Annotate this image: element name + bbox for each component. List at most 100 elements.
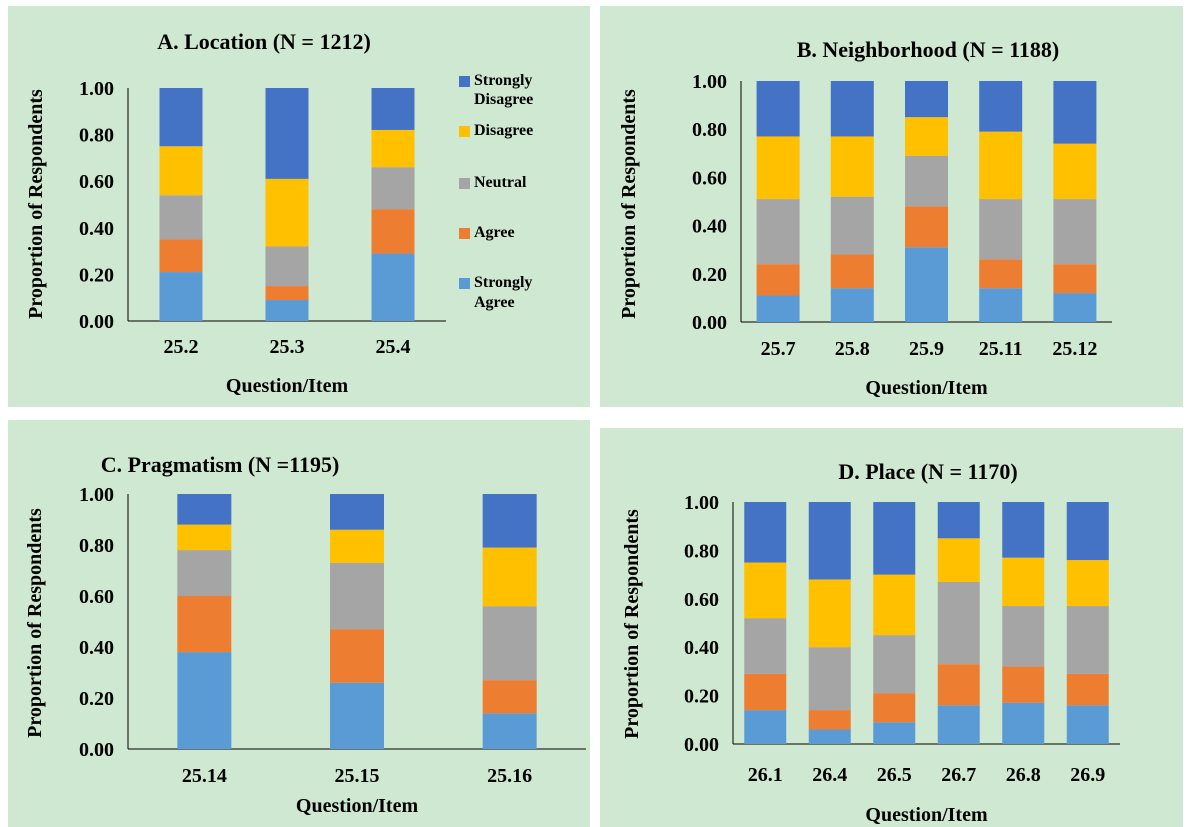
bar-segment-disagree	[371, 129, 415, 168]
x-tick-label: 25.12	[1052, 338, 1097, 360]
bar-segment-disagree	[756, 136, 800, 200]
y-axis-title: Proportion of Respondents	[24, 508, 46, 738]
chart-panel-location: A. Location (N = 1212) Proportion of Resp…	[8, 6, 590, 407]
bar-segment-agree	[873, 693, 916, 723]
bar-segment-strongly-disagree	[979, 81, 1023, 132]
bar-segment-strongly-agree	[830, 288, 874, 322]
legend-swatch-strongly-disagree	[459, 76, 470, 87]
legend-swatch-agree	[459, 228, 470, 239]
bar-segment-neutral	[1002, 606, 1045, 667]
y-tick-label: 1.00	[79, 484, 114, 506]
chart-title: C. Pragmatism (N =1195)	[101, 452, 340, 477]
y-tick-label: 0.00	[79, 311, 114, 333]
chart-location-svg: A. Location (N = 1212) Proportion of Resp…	[25, 29, 533, 397]
chart-pragmatism-svg: C. Pragmatism (N =1195) Proportion of Res…	[24, 452, 586, 817]
bar-segment-disagree	[1053, 143, 1097, 200]
bar-segment-strongly-agree	[482, 713, 537, 749]
y-axis-title: Proportion of Respondents	[618, 89, 640, 319]
bar-segment-disagree	[265, 178, 309, 247]
legend-label: Disagree	[474, 122, 533, 139]
y-tick-label: 0.60	[684, 589, 719, 611]
bar-segment-neutral	[830, 196, 874, 255]
y-tick-label: 1.00	[684, 492, 719, 514]
x-tick-label: 25.3	[270, 336, 305, 358]
bar-segment-strongly-disagree	[744, 502, 787, 563]
bar-segment-agree	[330, 629, 384, 683]
bar-segment-neutral	[979, 199, 1023, 260]
legend-label: Agree	[474, 224, 515, 241]
y-tick-label: 0.60	[79, 171, 114, 193]
bar-segment-disagree	[937, 538, 980, 582]
bar-segment-neutral	[905, 155, 948, 207]
bar-segment-agree	[808, 710, 851, 730]
y-tick-label: 0.40	[79, 218, 114, 240]
bar-segment-strongly-agree	[808, 729, 851, 744]
y-axis-title: Proportion of Respondents	[621, 509, 643, 739]
bar-segment-strongly-agree	[744, 710, 787, 744]
bar-segment-strongly-agree	[937, 705, 980, 744]
x-tick-label: 25.15	[335, 765, 380, 787]
x-tick-label: 25.9	[909, 338, 944, 360]
bar-segment-disagree	[979, 131, 1023, 200]
y-tick-label: 0.60	[79, 586, 114, 608]
y-tick-label: 0.20	[684, 686, 719, 708]
y-tick-label: 0.00	[79, 739, 114, 761]
bar-segment-agree	[979, 259, 1023, 289]
x-axis-title: Question/Item	[865, 377, 988, 399]
legend-swatch-disagree	[459, 126, 470, 137]
chart-panel-neighborhood: B. Neighborhood (N = 1188) Proportion of …	[600, 6, 1183, 407]
bar-segment-agree	[265, 286, 309, 301]
bar-segment-agree	[937, 664, 980, 706]
y-tick-label: 0.80	[79, 535, 114, 557]
chart-neighborhood-svg: B. Neighborhood (N = 1188) Proportion of …	[618, 37, 1112, 399]
bar-segment-strongly-agree	[873, 722, 916, 744]
y-tick-label: 0.20	[79, 264, 114, 286]
y-tick-label: 1.00	[79, 78, 114, 100]
bar-segment-disagree	[808, 579, 851, 648]
bar-segment-agree	[371, 209, 415, 254]
y-tick-label: 0.80	[692, 119, 727, 141]
bar-segment-agree	[177, 596, 232, 653]
bar-segment-neutral	[1066, 606, 1109, 674]
bar-segment-disagree	[744, 562, 787, 619]
bar-segment-strongly-disagree	[1002, 502, 1045, 558]
bar-segment-strongly-disagree	[830, 81, 874, 137]
x-tick-label: 26.4	[812, 764, 847, 786]
bar-segment-strongly-disagree	[905, 81, 948, 118]
bar-segment-disagree	[159, 146, 203, 196]
bar-segment-neutral	[808, 647, 851, 711]
bar-segment-agree	[744, 673, 787, 711]
bar-segment-strongly-disagree	[177, 494, 232, 525]
bar-segment-neutral	[873, 635, 916, 694]
bar-segment-agree	[1002, 666, 1045, 703]
chart-title: B. Neighborhood (N = 1188)	[797, 37, 1060, 62]
bar-segment-strongly-agree	[330, 682, 384, 749]
bar-segment-disagree	[873, 574, 916, 636]
bar-segment-strongly-disagree	[159, 88, 203, 147]
bar-segment-strongly-agree	[159, 272, 203, 321]
bar-segment-agree	[830, 254, 874, 289]
bar-segment-disagree	[830, 136, 874, 197]
x-tick-label: 25.11	[979, 338, 1023, 360]
bar-segment-neutral	[756, 199, 800, 265]
legend-label: Strongly Agree	[474, 274, 532, 311]
bar-segment-agree	[1053, 264, 1097, 294]
bar-segment-disagree	[1002, 557, 1045, 607]
y-tick-label: 0.80	[684, 540, 719, 562]
bar-segment-strongly-disagree	[482, 494, 537, 548]
x-tick-label: 25.16	[487, 765, 532, 787]
bar-segment-strongly-agree	[371, 253, 415, 321]
bar-segment-strongly-agree	[1066, 705, 1109, 744]
y-tick-label: 0.40	[79, 637, 114, 659]
bar-segment-strongly-agree	[1002, 702, 1045, 744]
bar-segment-agree	[905, 206, 948, 248]
bar-segment-neutral	[177, 550, 232, 596]
bar-segment-neutral	[265, 246, 309, 287]
chart-place-svg: D. Place (N = 1170) Proportion of Respond…	[621, 459, 1120, 826]
y-tick-label: 0.80	[79, 125, 114, 147]
chart-panel-pragmatism: C. Pragmatism (N =1195) Proportion of Res…	[8, 420, 590, 827]
chart-title: D. Place (N = 1170)	[838, 459, 1017, 484]
x-axis-title: Question/Item	[296, 795, 419, 817]
bar-segment-neutral	[1053, 199, 1097, 265]
legend-swatch-strongly-agree	[459, 278, 470, 289]
